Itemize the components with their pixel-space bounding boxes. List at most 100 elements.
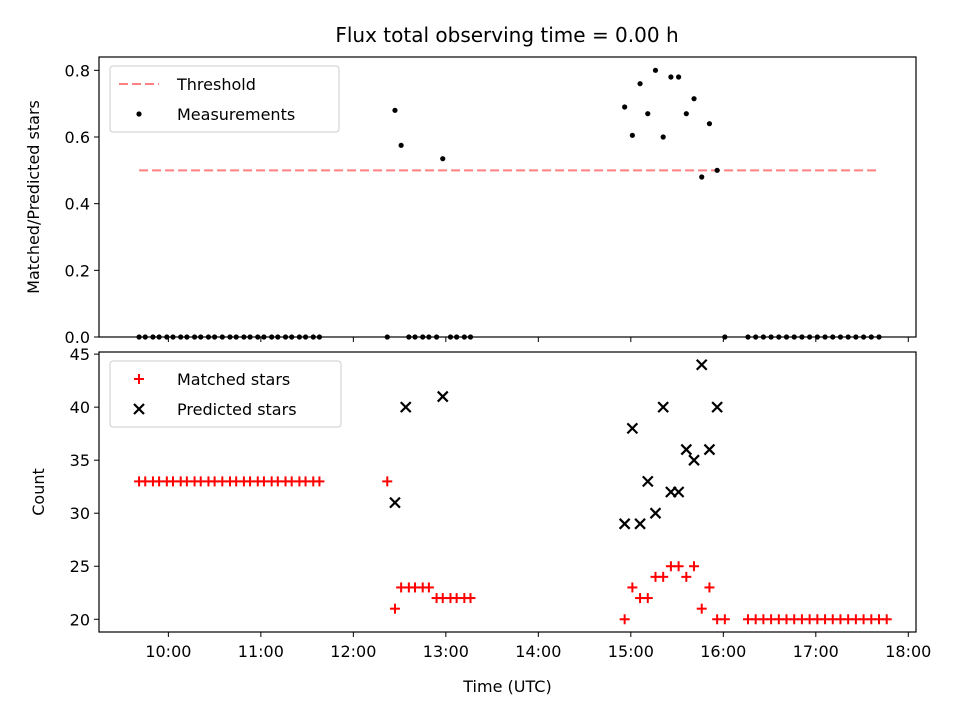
bottom-y-axis-label: Count <box>29 468 48 516</box>
measurement-point <box>454 334 460 340</box>
predicted-stars-point <box>399 401 412 413</box>
chart-title: Flux total observing time = 0.00 h <box>335 23 678 47</box>
matched-stars-point <box>627 582 638 593</box>
measurement-point <box>212 334 218 340</box>
bottom-y-tick-label: 20 <box>70 610 90 629</box>
measurement-point <box>282 334 289 340</box>
matched-stars-point <box>881 614 892 625</box>
predicted-stars-point <box>695 358 708 371</box>
predicted-stars-point <box>672 486 685 498</box>
measurement-point <box>261 334 267 340</box>
measurements-series <box>136 67 882 340</box>
measurement-point <box>142 334 148 340</box>
measurement-point <box>269 334 275 340</box>
measurement-point <box>198 334 204 340</box>
matched-stars-point <box>696 603 707 614</box>
bottom-axes-frame <box>98 351 917 633</box>
measurement-point <box>467 334 474 340</box>
measurement-point <box>219 334 225 340</box>
bottom-y-tick-label: 45 <box>70 345 90 364</box>
measurement-point <box>683 111 689 117</box>
x-tick-label: 11:00 <box>238 642 284 661</box>
measurement-point <box>837 334 844 340</box>
measurement-point <box>845 334 851 340</box>
measurement-point <box>178 334 184 340</box>
top-panel: 0.00.20.40.60.8 Matched/Predicted stars … <box>24 56 917 347</box>
matched-stars-point <box>673 561 684 572</box>
measurement-point <box>241 334 247 340</box>
top-y-axis-label: Matched/Predicted stars <box>24 100 43 294</box>
x-tick-label: 18:00 <box>885 642 931 661</box>
predicted-stars-point <box>711 401 723 413</box>
matched-stars-point <box>658 571 669 582</box>
top-y-tick-label: 0.6 <box>65 128 90 147</box>
bottom-y-tick-label: 35 <box>70 451 90 470</box>
bottom-legend-box <box>109 360 342 428</box>
measurement-point <box>753 334 759 340</box>
bottom-legend: Matched stars Predicted stars <box>109 360 342 428</box>
measurement-point <box>156 334 162 340</box>
measurement-point <box>164 334 170 340</box>
predicted-stars-point <box>680 443 693 456</box>
measurement-point <box>420 334 426 340</box>
predicted-stars-point <box>641 475 654 488</box>
measurement-point <box>776 334 782 340</box>
measurement-point <box>629 132 635 138</box>
measurement-point <box>660 134 666 140</box>
matched-stars-point <box>314 476 325 487</box>
bottom-legend-label: Predicted stars <box>177 400 297 419</box>
measurement-point <box>860 334 867 340</box>
matched-stars-point <box>704 582 715 593</box>
top-y-tick-label: 0.4 <box>65 195 90 214</box>
measurement-point <box>461 334 467 340</box>
measurement-point <box>227 334 233 340</box>
measurement-point <box>830 334 836 340</box>
bottom-y-tick-label: 30 <box>70 504 90 523</box>
measurement-point <box>807 334 813 340</box>
matched-stars-point <box>719 614 730 625</box>
measurement-point <box>822 334 828 340</box>
measurement-point <box>170 334 176 340</box>
predicted-stars-point <box>626 422 639 435</box>
matched-stars-point <box>423 582 434 593</box>
matched-stars-point <box>465 593 476 604</box>
measurement-point <box>398 142 404 148</box>
top-legend-label: Threshold <box>176 75 256 94</box>
measurement-point <box>150 334 156 340</box>
predicted-stars-point <box>618 518 631 530</box>
top-y-tick-label: 0.0 <box>65 328 90 347</box>
bottom-legend-x-swatch <box>133 403 145 415</box>
measurement-point <box>384 334 390 340</box>
measurement-point <box>768 334 774 340</box>
measurement-point <box>791 334 797 340</box>
measurement-point <box>406 334 412 340</box>
measurement-point <box>392 107 398 113</box>
bottom-legend-label: Matched stars <box>177 370 290 389</box>
measurement-point <box>412 334 418 340</box>
measurement-point <box>691 96 697 102</box>
measurement-point <box>447 334 454 340</box>
predicted-stars-point <box>634 518 646 530</box>
x-tick-label: 17:00 <box>793 642 839 661</box>
measurement-point <box>136 334 142 340</box>
measurement-point <box>205 334 212 340</box>
measurement-point <box>853 334 859 340</box>
measurement-point <box>310 334 316 340</box>
measurement-point <box>668 74 674 80</box>
measurement-point <box>426 334 432 340</box>
x-tick-label: 12:00 <box>330 642 376 661</box>
measurement-point <box>760 334 766 340</box>
measurement-point <box>799 334 805 340</box>
x-tick-label: 15:00 <box>608 642 654 661</box>
top-legend-dot-swatch <box>136 111 142 117</box>
measurement-point <box>255 334 261 340</box>
measurement-point <box>296 334 302 340</box>
measurement-point <box>722 334 728 340</box>
top-legend-box <box>109 65 340 133</box>
bottom-y-tick-label: 25 <box>70 557 90 576</box>
measurement-point <box>637 81 643 87</box>
x-tick-label: 14:00 <box>515 642 561 661</box>
top-legend: Threshold Measurements <box>109 65 340 133</box>
matched-stars-point <box>642 593 653 604</box>
measurement-point <box>316 334 323 340</box>
